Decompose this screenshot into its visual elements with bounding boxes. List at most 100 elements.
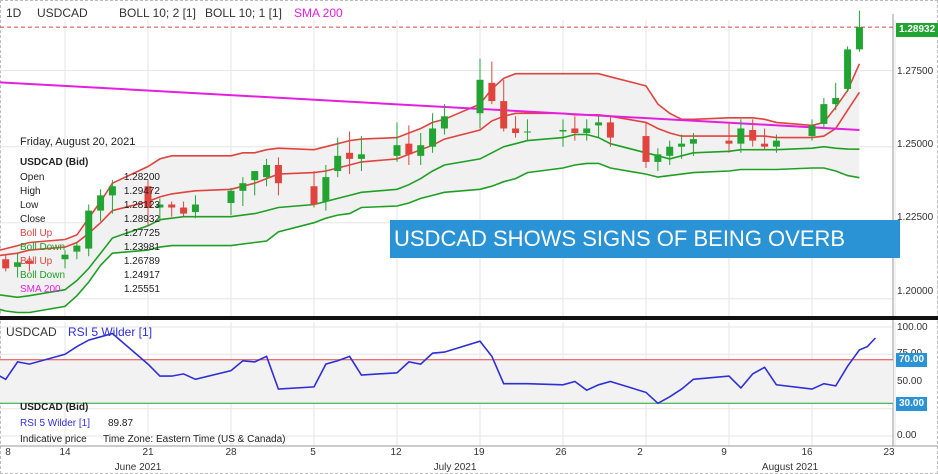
candle-body [500,101,508,129]
legend-title: USDCAD (Bid) [20,157,89,168]
boll2-indicator-label[interactable]: BOLL 10; 1 [1] [205,6,282,20]
rsi-line [0,332,876,405]
candle-body [227,190,235,203]
candle-body [393,145,401,156]
candle-body [440,116,448,129]
x-tick: 5 [310,447,316,458]
legend-row-value: 1.24917 [123,270,160,281]
boll-lower-outer [0,162,860,314]
boll1-indicator-label[interactable]: BOLL 10; 2 [1] [119,6,196,20]
candle-body [61,254,69,260]
candle-body [844,49,852,89]
bollinger-fill [0,63,860,313]
sma-indicator-label[interactable]: SMA 200 [294,6,343,20]
rsi-legend-label: RSI 5 Wilder [1] [20,418,91,429]
legend-date: Friday, August 20, 2021 [20,136,136,148]
candle-body [2,259,10,269]
candle-body [749,129,757,141]
legend-row-value: 1.27725 [123,228,160,239]
legend-row-label: Boll Down [20,242,66,253]
candle-body [737,128,745,144]
candle-body [191,204,199,213]
candle-body [689,139,697,144]
candle-body [512,128,520,134]
candle-body [761,143,769,147]
legend-row: High 1.29472 [20,186,160,200]
candle-body [322,177,330,202]
x-tick: 21 [142,447,154,458]
candle-body [334,155,342,172]
candle-body [808,125,816,137]
rsi-legend-title: USDCAD (Bid) [20,402,89,413]
candle-body [108,186,116,196]
candle-body [583,128,591,134]
rsi-chart [0,332,893,405]
candle-body [25,260,33,264]
rsi-oversold-tag: 30.00 [896,397,928,411]
candle-body [97,195,105,211]
legend-row-label: High [20,186,41,197]
x-tick: 19 [473,447,485,458]
candle-body [310,186,318,205]
candle-body [263,164,271,178]
legend-row: SMA 200 1.25551 [20,284,160,298]
symbol-label[interactable]: USDCAD [37,6,88,20]
legend-row-label: Boll Up [20,228,53,239]
legend-row: Boll Up 1.26789 [20,256,160,270]
legend-row-value: 1.28123 [123,200,160,211]
x-tick: 9 [721,447,727,458]
legend-row: Boll Down 1.24917 [20,270,160,284]
price-tick: 1.20000 [897,286,934,297]
rsi-indicator-label[interactable]: RSI 5 Wilder [1] [68,325,153,339]
candle-body [429,128,437,147]
candle-body [357,154,365,159]
last-price-tag: 1.28932 [896,23,938,37]
candle-body [820,104,828,124]
legend-row-label: Low [20,200,39,211]
timeframe-label[interactable]: 1D [6,6,22,20]
candle-body [642,136,650,162]
candle-body [180,207,188,214]
x-tick: 28 [225,447,237,458]
rsi-neutral-zone [0,359,893,404]
legend-row: Low 1.28123 [20,200,160,214]
x-tick: 14 [59,447,71,458]
legend-row-value: 1.26789 [123,256,160,267]
sma-200-line [0,81,860,131]
legend-values: Open 1.28200 High 1.29472 Low 1.28123 Close 1.2… [20,172,160,302]
candle-body [678,143,686,147]
x-tick: 16 [801,447,813,458]
rsi-tick: 100.00 [897,322,928,333]
candles [2,10,863,278]
x-tick: 2 [637,447,643,458]
candle-body [156,204,164,208]
candle-body [85,210,93,249]
candle-body [274,164,282,184]
rsi-symbol-label[interactable]: USDCAD [6,325,57,339]
footer-time-zone: Time Zone: Eastern Time (US & Canada) [103,434,286,445]
candle-body [832,98,840,105]
legend-row-value: 1.29472 [123,186,160,197]
candle-body [168,204,176,208]
legend-row-value: 1.25551 [123,284,160,295]
legend-row-value: 1.28932 [123,214,160,225]
legend-row-value: 1.28200 [123,172,160,183]
legend-row: Open 1.28200 [20,172,160,186]
x-tick: 26 [555,447,567,458]
candle-body [476,79,484,114]
legend-row-label: Open [20,172,45,183]
candle-body [144,186,152,208]
month-label: August 2021 [761,462,819,473]
legend-row-label: SMA 200 [20,284,61,295]
candle-body [559,129,567,132]
candle-body [772,140,780,147]
candle-body [405,143,413,155]
price-tick: 1.25000 [897,139,934,150]
month-label: July 2021 [433,462,477,473]
candle-body [73,245,81,252]
legend-row-value: 1.23981 [123,242,160,253]
candle-body [14,262,22,267]
month-label: June 2021 [114,462,162,473]
candle-body [488,82,496,102]
